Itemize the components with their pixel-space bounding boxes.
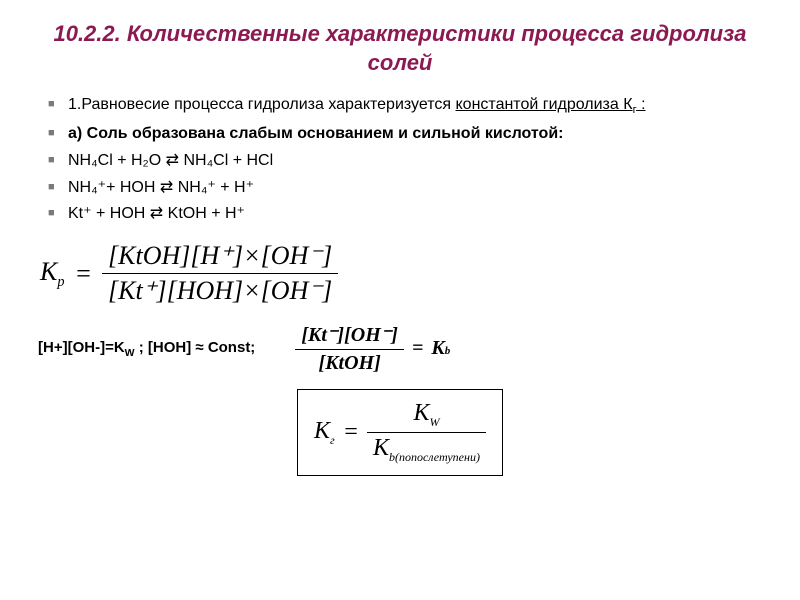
kb-denominator: [KtOH] xyxy=(313,350,387,377)
condition-row: [H+][OH-]=KW ; [HOH] ≈ Const; [Kt⁻][OH⁻]… xyxy=(38,320,770,377)
kp-numerator: [KtOH][H⁺]×[OH⁻] xyxy=(102,239,338,273)
boxed-lhs: Kг xyxy=(314,418,335,448)
kp-denominator: [Kt⁺][HOH]×[OH⁻] xyxy=(102,274,338,308)
kp-fraction: [KtOH][H⁺]×[OH⁻] [Kt⁺][HOH]×[OH⁻] xyxy=(102,239,338,308)
eq1-text: NH₄Cl + H₂O ⇄ NH₄Cl + HCl xyxy=(68,152,273,169)
case-a-text: а) Соль образована слабым основанием и с… xyxy=(68,125,563,142)
bullet-case-a: а) Соль образована слабым основанием и с… xyxy=(48,124,770,145)
kb-equation: [Kt⁻][OH⁻] [KtOH] = Kb xyxy=(295,320,450,377)
boxed-equals: = xyxy=(343,419,359,446)
condition-left: [H+][OH-]=KW ; [HOH] ≈ Const; xyxy=(38,339,255,359)
kb-fraction: [Kt⁻][OH⁻] [KtOH] xyxy=(295,320,404,377)
bullet-eq2: NH₄⁺+ HOH ⇄ NH₄⁺ + H⁺ xyxy=(48,178,770,199)
eq2-text: NH₄⁺+ HOH ⇄ NH₄⁺ + H⁺ xyxy=(68,179,254,196)
kp-equals: = xyxy=(75,259,93,289)
intro-underlined: константой гидролиза Кг : xyxy=(456,96,646,113)
bullet-list: 1.Равновесие процесса гидролиза характер… xyxy=(48,95,770,225)
kp-lhs: Kp xyxy=(40,257,65,291)
title-text: 10.2.2. Количественные характеристики пр… xyxy=(53,21,746,75)
kb-equals: = xyxy=(412,337,423,360)
boxed-result: Kг = KW Kb(попослетупени) xyxy=(297,389,503,476)
bullet-intro: 1.Равновесие процесса гидролиза характер… xyxy=(48,95,770,118)
kb-numerator: [Kt⁻][OH⁻] xyxy=(295,320,404,349)
kb-rhs: Kb xyxy=(431,337,450,360)
kp-equation: Kp = [KtOH][H⁺]×[OH⁻] [Kt⁺][HOH]×[OH⁻] xyxy=(40,239,770,308)
bullet-eq3: Kt⁺ + HOH ⇄ KtOH + H⁺ xyxy=(48,204,770,225)
boxed-denominator: Kb(попослетупени) xyxy=(367,433,486,467)
eq3-text: Kt⁺ + HOH ⇄ KtOH + H⁺ xyxy=(68,205,245,222)
boxed-numerator: KW xyxy=(407,398,445,432)
intro-pre: 1.Равновесие процесса гидролиза характер… xyxy=(68,96,456,113)
section-title: 10.2.2. Количественные характеристики пр… xyxy=(30,20,770,77)
bullet-eq1: NH₄Cl + H₂O ⇄ NH₄Cl + HCl xyxy=(48,151,770,172)
boxed-fraction: KW Kb(попослетупени) xyxy=(367,398,486,467)
